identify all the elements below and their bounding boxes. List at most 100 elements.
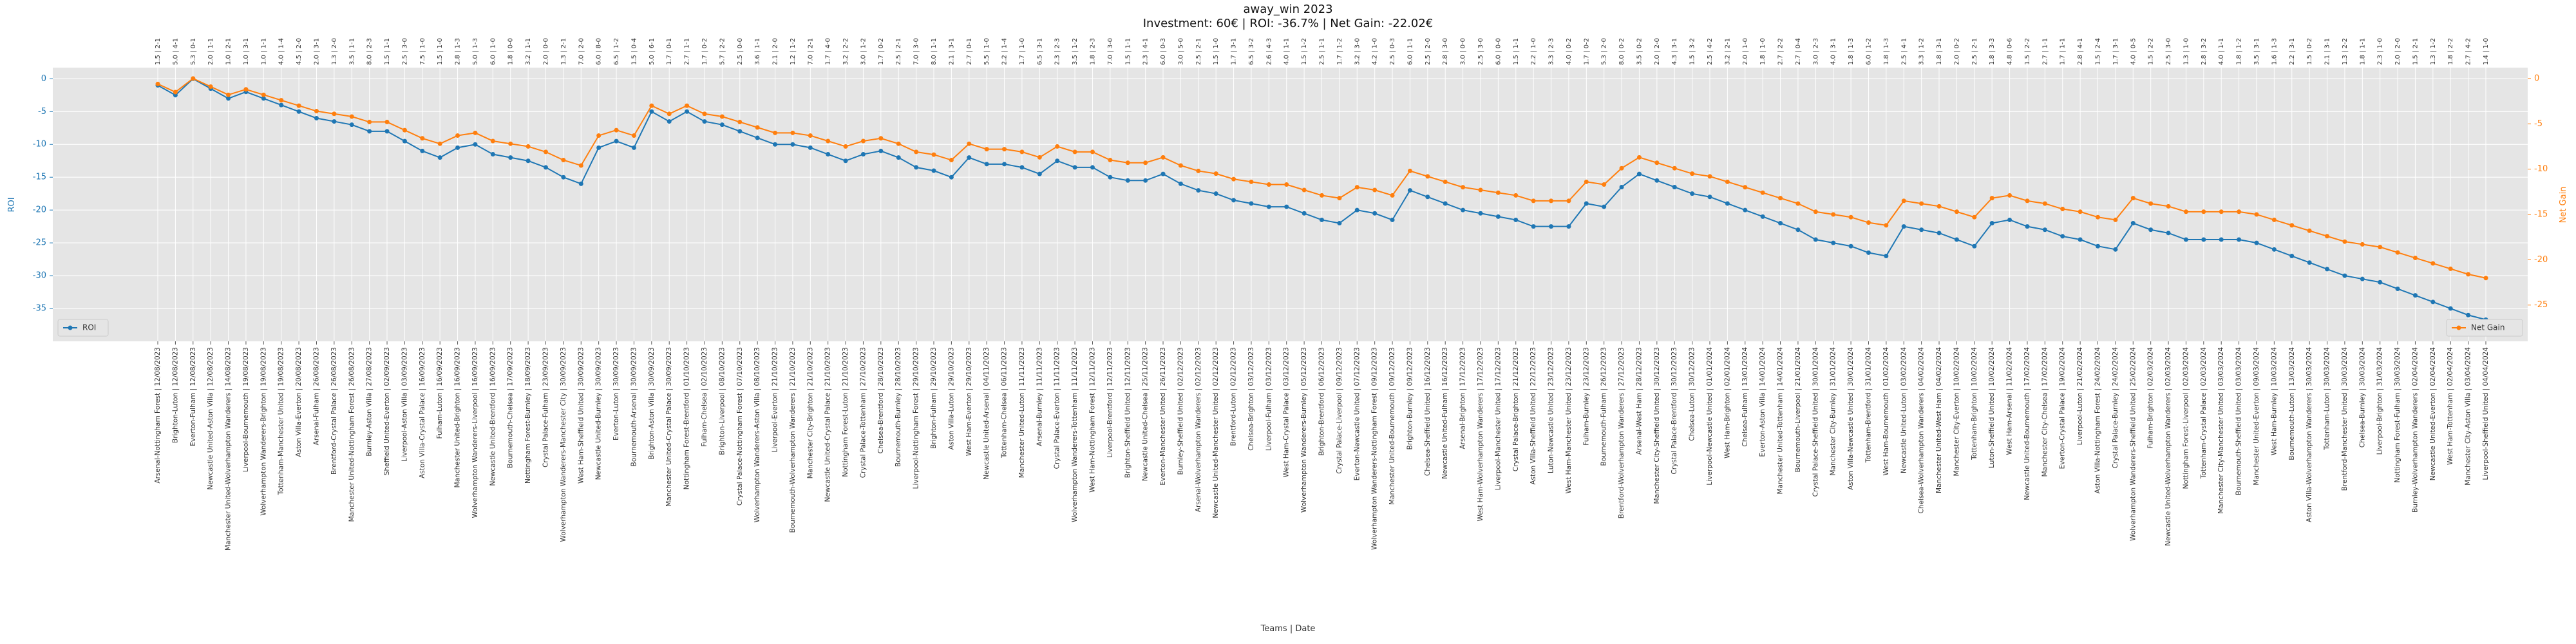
- x-tick-label: Manchester City-Chelsea | 17/02/2024: [2041, 347, 2049, 477]
- data-point: [1866, 220, 1871, 225]
- data-point: [420, 148, 425, 153]
- data-point: [1707, 174, 1712, 179]
- data-point: [2237, 209, 2242, 214]
- data-point: [1019, 149, 1025, 155]
- data-point: [1266, 182, 1271, 187]
- point-annotation: 1.8 | 1-0: [1759, 38, 1766, 65]
- data-point: [2430, 261, 2436, 266]
- x-tick-label: Fulham-Burnley | 23/12/2023: [1582, 347, 1590, 446]
- data-point: [2430, 299, 2436, 305]
- y-tick-label: -35: [33, 304, 46, 314]
- data-point: [1284, 204, 1289, 209]
- x-tick-label: Wolverhampton Wanderers-Sheffield United…: [2129, 347, 2137, 541]
- data-point: [191, 76, 196, 81]
- point-annotation: 1.5 | 1-1: [1513, 38, 1520, 65]
- x-tick-label: Newcastle United-Bournemouth | 17/02/202…: [2023, 347, 2031, 500]
- data-point: [1390, 193, 1395, 198]
- data-point: [1090, 149, 1095, 155]
- x-tick-label: Everton-Aston Villa | 14/01/2024: [1759, 347, 1766, 457]
- data-point: [2042, 201, 2047, 206]
- x-tick-label: Chelsea-Sheffield United | 16/12/2023: [1424, 347, 1432, 476]
- data-point: [1125, 178, 1130, 183]
- point-annotation: 2.8 | 4-1: [2077, 38, 2084, 65]
- x-tick-label: Nottingham Forest-Luton | 21/10/2023: [842, 347, 849, 477]
- data-point: [561, 158, 566, 163]
- point-annotation: 1.7 | 1-1: [2060, 38, 2067, 65]
- data-point: [1531, 224, 1536, 229]
- point-annotation: 7.0 | 3-0: [1107, 38, 1114, 65]
- point-annotation: 2.1 | 2-0: [772, 38, 779, 65]
- point-annotation: 7.0 | 2-0: [578, 38, 585, 65]
- data-point: [1337, 221, 1342, 226]
- point-annotation: 4.0 | 3-1: [1830, 38, 1837, 65]
- point-annotation: 3.5 | 1-1: [348, 38, 355, 65]
- x-tick-label: Burnley-Aston Villa | 27/08/2023: [366, 347, 374, 457]
- data-point: [2025, 198, 2030, 204]
- data-point: [1055, 144, 1060, 149]
- data-point: [384, 129, 390, 134]
- data-point: [843, 144, 848, 149]
- x-tick-label: Newcastle United-Chelsea | 25/11/2023: [1142, 347, 1150, 481]
- x-tick-label: West Ham-Crystal Palace | 03/12/2023: [1283, 347, 1291, 477]
- point-annotation: 1.7 | 0-2: [878, 38, 885, 65]
- data-point: [790, 142, 795, 147]
- data-point: [790, 130, 795, 135]
- x-tick-label: Wolverhampton Wanderers-Manchester City …: [560, 347, 567, 542]
- point-annotation: 5.0 | 6-1: [649, 38, 656, 65]
- data-point: [896, 155, 901, 160]
- x-tick-label: West Ham-Everton | 29/10/2023: [965, 347, 973, 456]
- x-tick-label: Liverpool-Brentford | 12/11/2023: [1106, 347, 1114, 458]
- x-tick-label: Brighton-Liverpool | 08/10/2023: [718, 347, 726, 455]
- x-tick-label: Brighton-Burnley | 09/12/2023: [1406, 347, 1414, 450]
- data-point: [685, 103, 690, 108]
- x-tick-label: Manchester City-Sheffield United | 30/12…: [1653, 347, 1661, 504]
- data-point: [2096, 243, 2100, 249]
- data-point: [860, 138, 866, 144]
- data-point: [332, 119, 337, 124]
- point-annotation: 2.3 | 4-1: [1142, 38, 1150, 65]
- y-tick-label: 0: [41, 74, 46, 84]
- data-point: [2130, 221, 2136, 226]
- x-tick-label: Bournemouth-Sheffield United | 03/03/202…: [2235, 347, 2243, 495]
- data-point: [702, 111, 707, 117]
- data-point: [1072, 149, 1077, 155]
- x-tick-label: Wolverhampton Wanderers-Burnley | 05/12/…: [1300, 347, 1308, 513]
- data-point: [2271, 247, 2277, 252]
- point-annotation: 3.3 | 2-3: [1548, 38, 1555, 65]
- x-tick-label: West Ham-Arsenal | 11/02/2024: [2006, 347, 2014, 455]
- x-tick-label: Arsenal-West Ham | 28/12/2023: [1635, 347, 1643, 455]
- y2-tick-label: -10: [2534, 164, 2548, 174]
- y2-tick-label: -20: [2534, 255, 2548, 265]
- x-tick-label: Aston Villa-Newcastle United | 30/01/202…: [1847, 347, 1855, 490]
- point-annotation: 1.8 | 0-0: [507, 38, 515, 65]
- x-tick-label: Tottenham-Crystal Palace | 02/03/2024: [2200, 347, 2208, 480]
- data-point: [473, 130, 478, 135]
- y-tick-label: -30: [33, 271, 46, 281]
- point-annotation: 1.5 | 2-4: [2095, 38, 2102, 65]
- point-annotation: 3.0 | 2-3: [1812, 38, 1819, 65]
- data-point: [1989, 196, 1994, 201]
- point-annotation: 6.0 | 1-1: [1406, 38, 1414, 65]
- data-point: [402, 128, 407, 133]
- x-tick-label: Liverpool-Fulham | 03/12/2023: [1265, 347, 1273, 451]
- point-annotation: 7.0 | 3-0: [913, 38, 920, 65]
- data-point: [878, 136, 884, 141]
- x-tick-label: Bournemouth-Burnley | 28/10/2023: [895, 347, 902, 467]
- point-annotation: 2.2 | 3-1: [2289, 38, 2296, 65]
- data-point: [2042, 227, 2047, 232]
- x-tick-label: Liverpool-Manchester United | 17/12/2023: [1494, 347, 1502, 490]
- data-point: [1178, 181, 1183, 186]
- data-point: [1919, 201, 1924, 206]
- data-point: [2060, 207, 2065, 212]
- x-tick-label: Manchester United-Bournemouth | 09/12/20…: [1388, 347, 1396, 505]
- x-tick-label: Manchester City-Everton | 10/02/2024: [1953, 347, 1960, 477]
- x-tick-label: Fulham-Chelsea | 02/10/2023: [701, 347, 708, 447]
- data-point: [1831, 212, 1836, 217]
- point-annotation: 6.0 | 1-0: [489, 38, 497, 65]
- data-point: [1672, 184, 1677, 189]
- point-annotation: 6.5 | 3-1: [1036, 38, 1043, 65]
- data-point: [208, 84, 213, 90]
- point-annotation: 1.8 | 1-3: [1848, 38, 1855, 65]
- data-point: [1901, 198, 1906, 204]
- x-tick-label: Chelsea-Fulham | 13/01/2024: [1741, 347, 1749, 447]
